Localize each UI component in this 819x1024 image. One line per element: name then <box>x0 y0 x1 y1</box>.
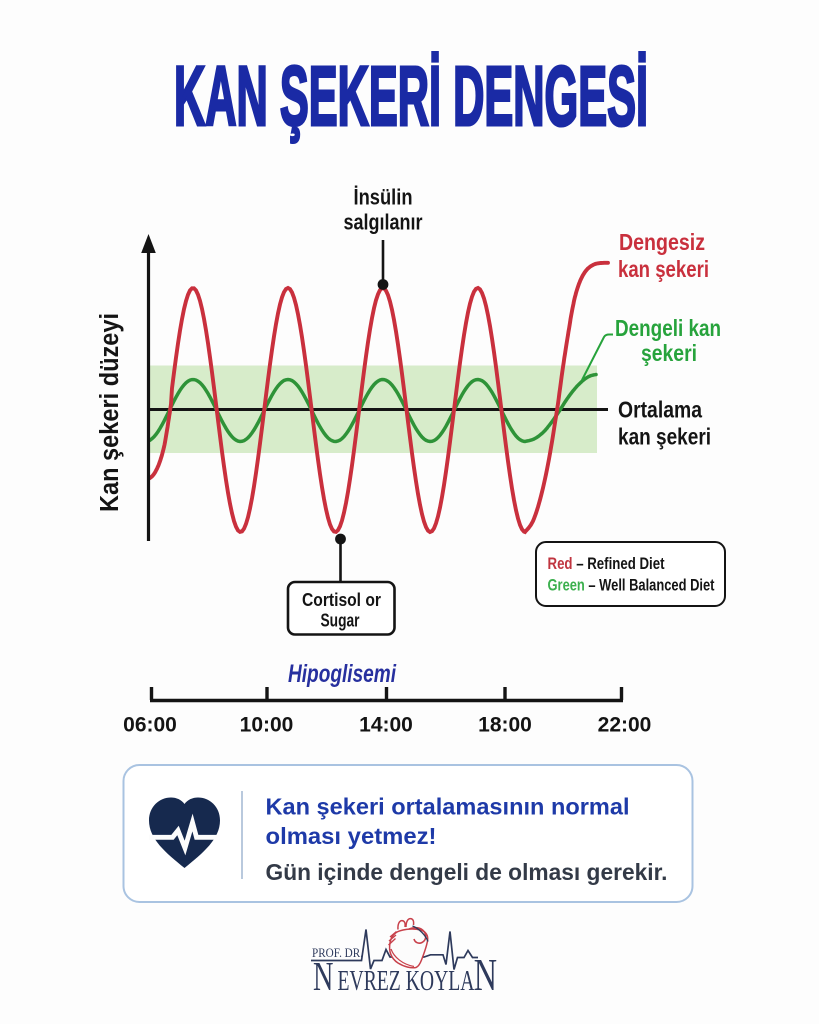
svg-text:kan şekeri: kan şekeri <box>618 256 709 282</box>
svg-text:olması yetmez!: olması yetmez! <box>266 823 437 849</box>
svg-text:Gün içinde dengeli de olması g: Gün içinde dengeli de olması gerekir. <box>266 859 668 885</box>
svg-text:Dengeli kan: Dengeli kan <box>615 315 721 341</box>
svg-text:Hipoglisemi: Hipoglisemi <box>288 660 397 688</box>
svg-text:Cortisol or: Cortisol or <box>302 590 381 610</box>
svg-text:N: N <box>474 949 497 1000</box>
svg-text:Ortalama: Ortalama <box>618 397 702 423</box>
svg-text:18:00: 18:00 <box>478 714 532 737</box>
svg-text:EVREZ KOYLA: EVREZ KOYLA <box>338 966 476 997</box>
svg-text:kan şekeri: kan şekeri <box>618 424 711 450</box>
svg-text:PROF. DR.: PROF. DR. <box>312 945 363 960</box>
svg-text:Dengesiz: Dengesiz <box>619 229 705 255</box>
svg-text:Red – Refined Diet: Red – Refined Diet <box>548 555 665 573</box>
svg-text:06:00: 06:00 <box>123 714 177 737</box>
svg-text:22:00: 22:00 <box>598 714 652 737</box>
svg-text:14:00: 14:00 <box>359 714 413 737</box>
svg-text:KAN ŞEKERİ DENGESİ: KAN ŞEKERİ DENGESİ <box>174 49 648 143</box>
svg-text:salgılanır: salgılanır <box>344 210 423 235</box>
svg-text:şekeri: şekeri <box>641 340 697 366</box>
svg-text:10:00: 10:00 <box>240 714 294 737</box>
svg-text:İnsülin: İnsülin <box>354 185 413 210</box>
svg-text:Kan şekeri düzeyi: Kan şekeri düzeyi <box>96 313 124 512</box>
svg-text:Sugar: Sugar <box>321 611 360 631</box>
svg-text:N: N <box>313 954 333 999</box>
svg-text:Kan şekeri ortalamasının norma: Kan şekeri ortalamasının normal <box>266 794 630 820</box>
svg-text:Green – Well Balanced Diet: Green – Well Balanced Diet <box>548 577 715 595</box>
